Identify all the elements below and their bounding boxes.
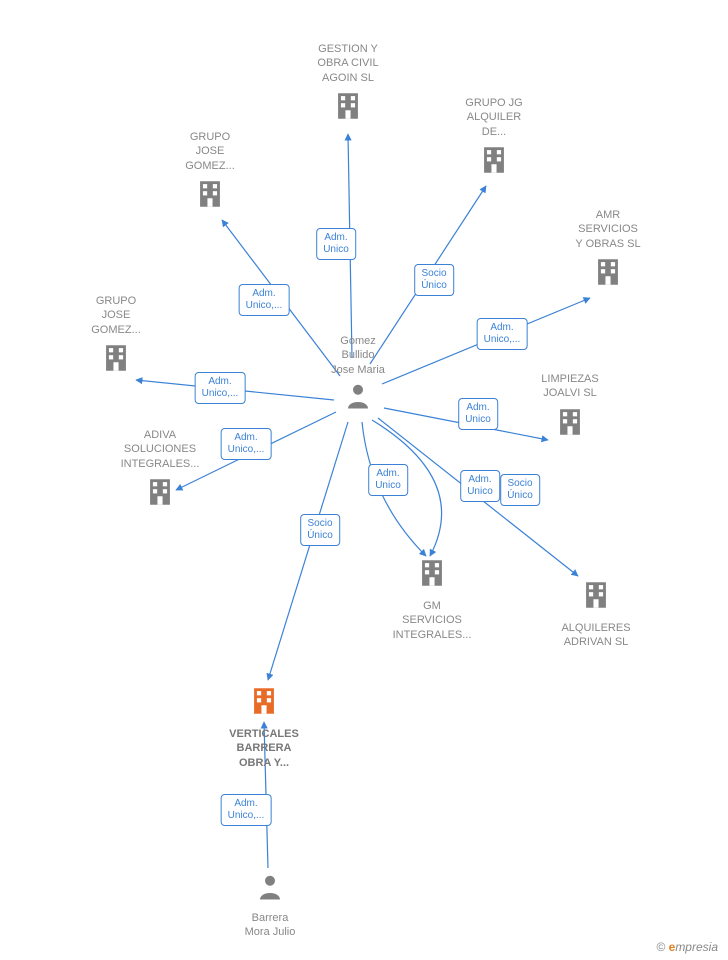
building-icon [415, 556, 449, 590]
edge-label[interactable]: Adm.Unico [368, 464, 408, 496]
person-icon [343, 381, 373, 411]
edge-label[interactable]: SocioÚnico [300, 514, 340, 546]
edge-label[interactable]: Adm.Unico [316, 228, 356, 260]
node-amr[interactable]: AMRSERVICIOSY OBRAS SL [548, 208, 668, 294]
node-label: GRUPOJOSEGOMEZ... [56, 294, 176, 337]
node-label: LIMPIEZASJOALVI SL [510, 372, 630, 401]
edge-label[interactable]: Adm.Unico [460, 470, 500, 502]
node-icon [579, 578, 613, 617]
building-icon [247, 684, 281, 718]
node-label: GRUPO JGALQUILERDE... [434, 96, 554, 139]
edge-label[interactable]: Adm.Unico [458, 398, 498, 430]
edge-label[interactable]: SocioÚnico [414, 264, 454, 296]
building-icon [591, 255, 625, 289]
building-icon [553, 405, 587, 439]
edge-label[interactable]: Adm.Unico,... [239, 284, 290, 316]
node-icon [477, 143, 511, 182]
edge-line [268, 422, 348, 680]
node-icon [415, 556, 449, 595]
person-icon [255, 872, 285, 902]
node-icon [343, 381, 373, 416]
node-icon [193, 177, 227, 216]
node-grupojg[interactable]: GRUPO JGALQUILERDE... [434, 96, 554, 182]
node-label: GMSERVICIOSINTEGRALES... [372, 599, 492, 642]
brand: empresia [669, 940, 718, 954]
edge-label[interactable]: SocioÚnico [500, 474, 540, 506]
node-label: GESTION YOBRA CIVILAGOIN SL [288, 42, 408, 85]
node-adiva[interactable]: ADIVASOLUCIONESINTEGRALES... [100, 428, 220, 514]
node-label: VERTICALESBARRERAOBRA Y... [204, 727, 324, 770]
node-icon [553, 405, 587, 444]
edge-label[interactable]: Adm.Unico,... [195, 372, 246, 404]
node-grupo1[interactable]: GRUPOJOSEGOMEZ... [150, 130, 270, 216]
edge-label[interactable]: Adm.Unico,... [221, 794, 272, 826]
node-label: GRUPOJOSEGOMEZ... [150, 130, 270, 173]
node-label: AMRSERVICIOSY OBRAS SL [548, 208, 668, 251]
edge-label[interactable]: Adm.Unico,... [221, 428, 272, 460]
node-icon [99, 341, 133, 380]
building-icon [331, 89, 365, 123]
node-barrera[interactable]: BarreraMora Julio [210, 872, 330, 940]
node-gm[interactable]: GMSERVICIOSINTEGRALES... [372, 556, 492, 642]
building-icon [477, 143, 511, 177]
node-label: ADIVASOLUCIONESINTEGRALES... [100, 428, 220, 471]
edge-label[interactable]: Adm.Unico,... [477, 318, 528, 350]
credit: © empresia [656, 940, 718, 954]
node-grupo2[interactable]: GRUPOJOSEGOMEZ... [56, 294, 176, 380]
node-verticales[interactable]: VERTICALESBARRERAOBRA Y... [204, 684, 324, 770]
diagram-canvas: GomezBullidoJose Maria GESTION YOBRA CIV… [0, 0, 728, 960]
node-label: BarreraMora Julio [210, 911, 330, 940]
building-icon [99, 341, 133, 375]
copyright-symbol: © [656, 940, 665, 954]
node-icon [247, 684, 281, 723]
node-center[interactable]: GomezBullidoJose Maria [298, 334, 418, 416]
node-icon [255, 872, 285, 907]
building-icon [143, 475, 177, 509]
node-label: GomezBullidoJose Maria [298, 334, 418, 377]
node-alquileres[interactable]: ALQUILERESADRIVAN SL [536, 578, 656, 650]
building-icon [579, 578, 613, 612]
node-icon [143, 475, 177, 514]
building-icon [193, 177, 227, 211]
node-label: ALQUILERESADRIVAN SL [536, 621, 656, 650]
node-limpiezas[interactable]: LIMPIEZASJOALVI SL [510, 372, 630, 444]
node-icon [591, 255, 625, 294]
node-icon [331, 89, 365, 128]
node-gestion[interactable]: GESTION YOBRA CIVILAGOIN SL [288, 42, 408, 128]
